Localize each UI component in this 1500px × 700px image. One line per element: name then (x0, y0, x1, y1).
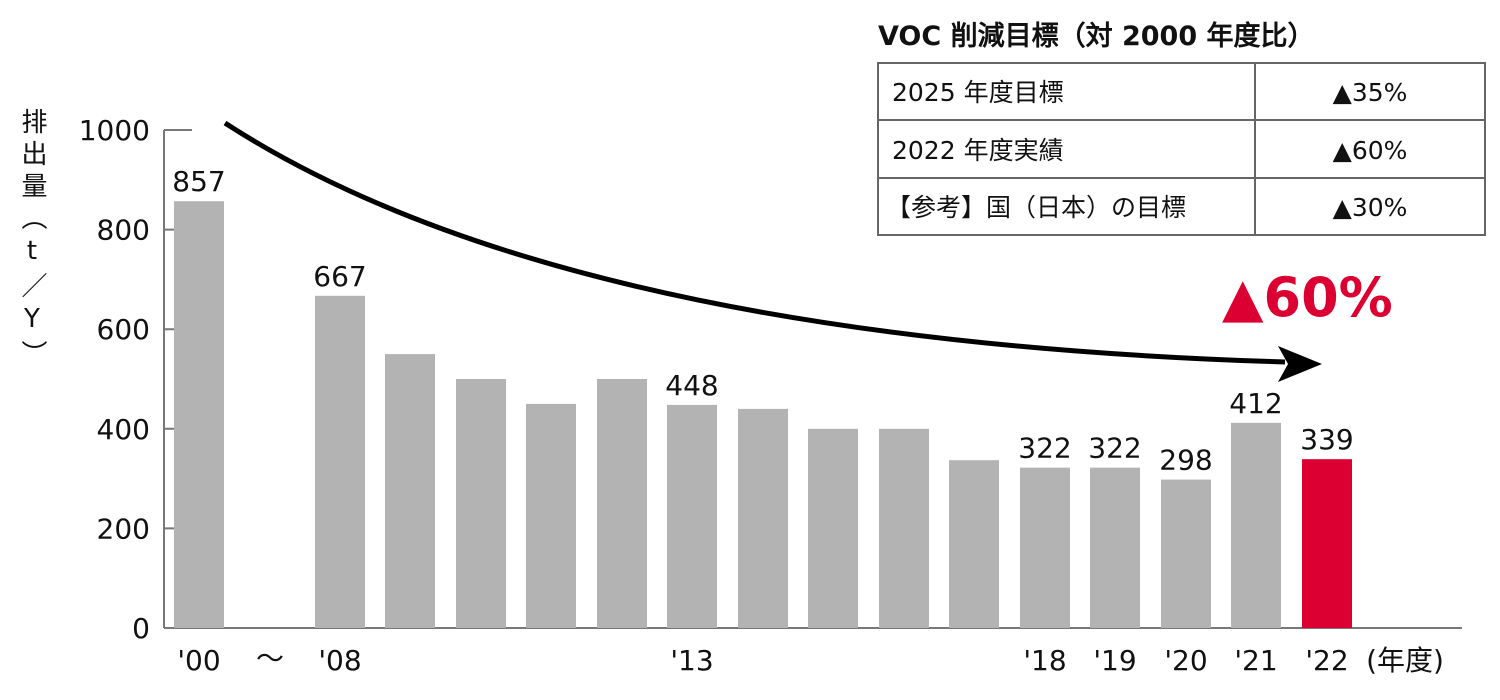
x-tick-label: '20 (1164, 644, 1207, 677)
bar-09 (385, 354, 435, 628)
table-row-value: ▲35% (1333, 78, 1408, 107)
bar-10 (456, 379, 506, 628)
data-label: 322 (1018, 432, 1071, 465)
bar-16 (879, 428, 929, 628)
axis-gap-marker: 〜 (256, 642, 284, 675)
x-tick-labels: '00 '08 '13 '18 '19 '20 '21 '22 〜 (年度) (177, 642, 1444, 677)
bar-14 (738, 408, 788, 628)
trend-arrow-curve (223, 120, 1286, 365)
bar-11 (526, 403, 576, 628)
data-label: 298 (1159, 444, 1212, 477)
axes: 0 200 400 600 800 1000 (79, 114, 1462, 645)
bar-19 (1090, 467, 1140, 628)
data-label: 857 (172, 165, 225, 198)
trend-arrowhead-icon (1278, 346, 1322, 382)
bar-13 (667, 404, 717, 628)
y-tick-label: 800 (97, 214, 150, 247)
y-tick-label: 1000 (79, 114, 150, 147)
table-row-label: 2025 年度目標 (892, 78, 1064, 107)
x-tick-label: '08 (318, 644, 361, 677)
table-row-label: 【参考】国（日本）の目標 (886, 193, 1186, 222)
bar-18 (1020, 467, 1070, 628)
bar-17 (949, 460, 999, 628)
x-tick-label: '00 (177, 644, 220, 677)
data-label: 667 (313, 260, 366, 293)
table-row-value: ▲30% (1333, 193, 1408, 222)
y-axis-label: 排出量（t／Y） (17, 108, 47, 372)
y-tick-label: 0 (132, 612, 150, 645)
bar-08 (315, 295, 365, 628)
bar-00 (174, 201, 224, 629)
x-tick-label: '13 (670, 644, 713, 677)
bar-20 (1161, 479, 1211, 628)
y-tick-label: 200 (97, 512, 150, 545)
x-tick-label: '22 (1305, 644, 1348, 677)
table-row-label: 2022 年度実績 (892, 136, 1064, 165)
y-tick-label: 600 (97, 313, 150, 346)
target-table: VOC 削減目標（対 2000 年度比） 2025 年度目標 ▲35% 2022… (877, 20, 1486, 236)
data-label: 412 (1229, 387, 1282, 420)
data-label: 339 (1300, 423, 1353, 456)
x-tick-label: '21 (1234, 644, 1277, 677)
table-row-value: ▲60% (1333, 136, 1408, 165)
x-tick-label: '18 (1023, 644, 1066, 677)
y-tick-label: 400 (97, 413, 150, 446)
data-label: 322 (1088, 432, 1141, 465)
bar-22 (1302, 459, 1352, 628)
data-label: 448 (665, 369, 718, 402)
bar-15 (808, 428, 858, 628)
bar-21 (1231, 422, 1281, 628)
x-tick-label: '19 (1093, 644, 1136, 677)
x-axis-unit-label: (年度) (1366, 644, 1444, 677)
table-title: VOC 削減目標（対 2000 年度比） (878, 20, 1315, 52)
bars: 857 667 448 322 322 298 412 339 (172, 165, 1354, 629)
reduction-annotation: ▲60% (1222, 266, 1393, 329)
bar-12 (597, 379, 647, 628)
